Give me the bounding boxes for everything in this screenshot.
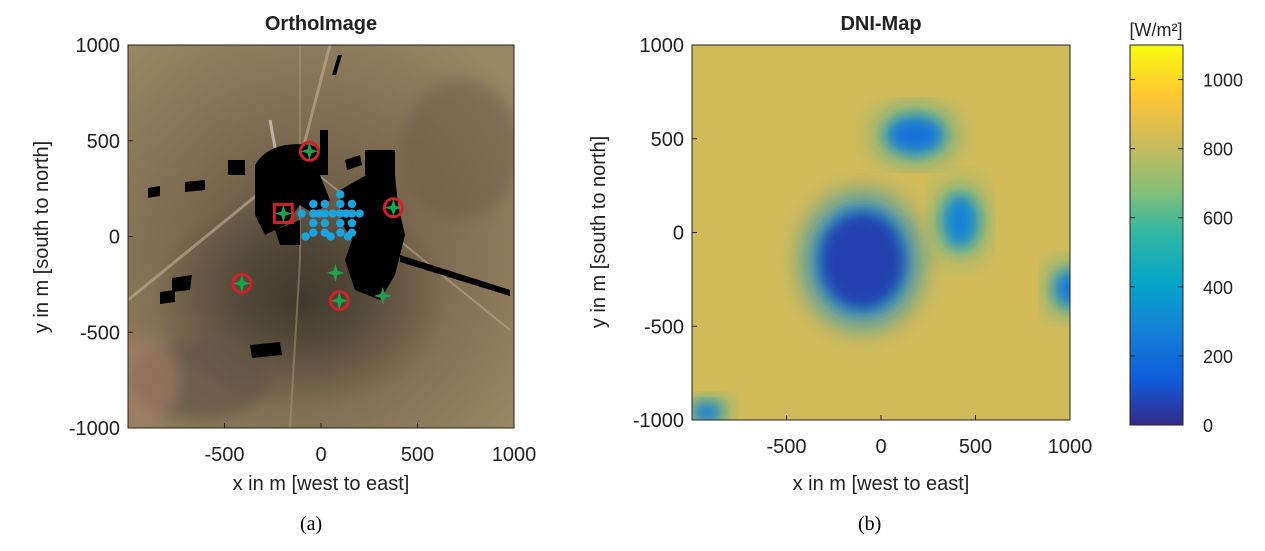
star-marker [330,291,349,310]
heliostat-dot [343,232,353,241]
shadow-region-south-west-corner [692,402,722,420]
colorbar-tick-label: 1000 [1203,71,1243,91]
dni-map-xtick-label: 1000 [1048,436,1093,458]
dni-map-ytick-label: -1000 [633,410,684,432]
heliostat-dot [336,228,345,237]
heliostat-dot [320,209,330,218]
orthoimage-ytick-label: 1000 [76,35,121,57]
dni-map-ytick-label: -500 [644,316,684,338]
heliostat-dot [301,232,310,241]
dni-map-panel: DNI-Map -500 0 500 1000 1000 500 0 -500 -1000 x … [588,13,1243,495]
colorbar-tick-label: 0 [1203,416,1213,436]
shadow-region-main [820,212,904,309]
marker-layer [231,140,404,312]
dni-map-axes: -500 0 500 1000 1000 500 0 -500 -1000 [633,35,1092,458]
star-marker [300,142,319,161]
dni-map-ytick-label: 0 [673,223,684,245]
shadow-region-far-east [1055,271,1070,307]
orthoimage-xtick-label: 1000 [492,444,537,466]
colorbar-gradient [1129,44,1184,426]
orthoimage-ytick-label: 500 [87,131,120,153]
dni-map-ytick-label: 1000 [640,35,685,57]
star-marker [373,286,392,305]
circle-marker [298,140,320,162]
star-marker [274,204,293,223]
caption-b: (b) [858,513,882,535]
orthoimage-title: OrthoImage [265,13,377,35]
shadow-region-north [887,117,943,153]
heliostat-dot [355,209,364,218]
colorbar-tick-label: 600 [1203,209,1233,229]
star-marker [384,198,403,217]
circle-marker [231,272,253,294]
dni-map-title: DNI-Map [840,13,921,35]
heliostat-dot [309,209,318,218]
orthoimage-ytick-label: -500 [80,322,120,344]
colorbar: [W/m²] 0 200 400 600 800 1000 [1129,20,1243,436]
caption-a: (a) [300,513,323,535]
shadow-region-east [944,195,977,247]
heliostat-dot [326,232,335,241]
dni-map-ylabel: y in m [south to north] [588,136,610,328]
elevated-object-mask [148,55,510,358]
colorbar-tick-label: 400 [1203,278,1233,298]
dni-map-xlabel: x in m [west to east] [793,473,970,495]
orthoimage-xtick-label: -500 [204,444,244,466]
heliostat-dot [336,190,345,199]
aerial-photo [128,45,514,428]
orthoimage-ylabel: y in m [south to north] [31,141,53,333]
heliostat-dot [347,199,357,209]
orthoimage-xtick-label: 0 [315,444,326,466]
star-marker [232,274,251,293]
orthoimage-panel: OrthoImage [31,13,536,495]
colorbar-tick-label: 800 [1203,140,1233,160]
heliostat-dot [320,199,330,209]
dni-map-xtick-label: 500 [959,436,992,458]
orthoimage-ytick-label: 0 [109,227,120,249]
dni-heatmap [692,45,1070,420]
dni-map-xtick-label: -500 [766,436,806,458]
dni-map-xtick-label: 0 [875,436,886,458]
circle-marker [382,197,404,219]
heliostat-dot [309,218,318,228]
heliostat-dot [309,199,318,209]
heliostat-dot [341,209,351,218]
heliostat-dot [297,209,306,218]
heliostat-dot [336,218,345,228]
colorbar-tick-label: 200 [1203,347,1233,367]
dni-map-ytick-label: 500 [651,129,684,151]
orthoimage-xtick-label: 500 [401,444,434,466]
heliostat-dot [309,228,318,237]
star-marker [326,263,345,282]
colorbar-label: [W/m²] [1130,20,1183,40]
orthoimage-ytick-label: -1000 [69,418,120,440]
heliostat-dot [347,209,357,218]
heliostat-dot [328,209,337,218]
heliostat-dot [336,209,345,218]
circle-marker [328,290,350,312]
square-marker [272,203,294,225]
orthoimage-xlabel: x in m [west to east] [233,473,410,495]
heliostat-dot [336,199,345,209]
orthoimage-axes: -500 0 500 1000 1000 500 0 -500 -1000 [69,35,536,466]
heliostat-dot [320,218,330,228]
heliostat-dot [314,209,324,218]
heliostat-dot [347,218,357,228]
